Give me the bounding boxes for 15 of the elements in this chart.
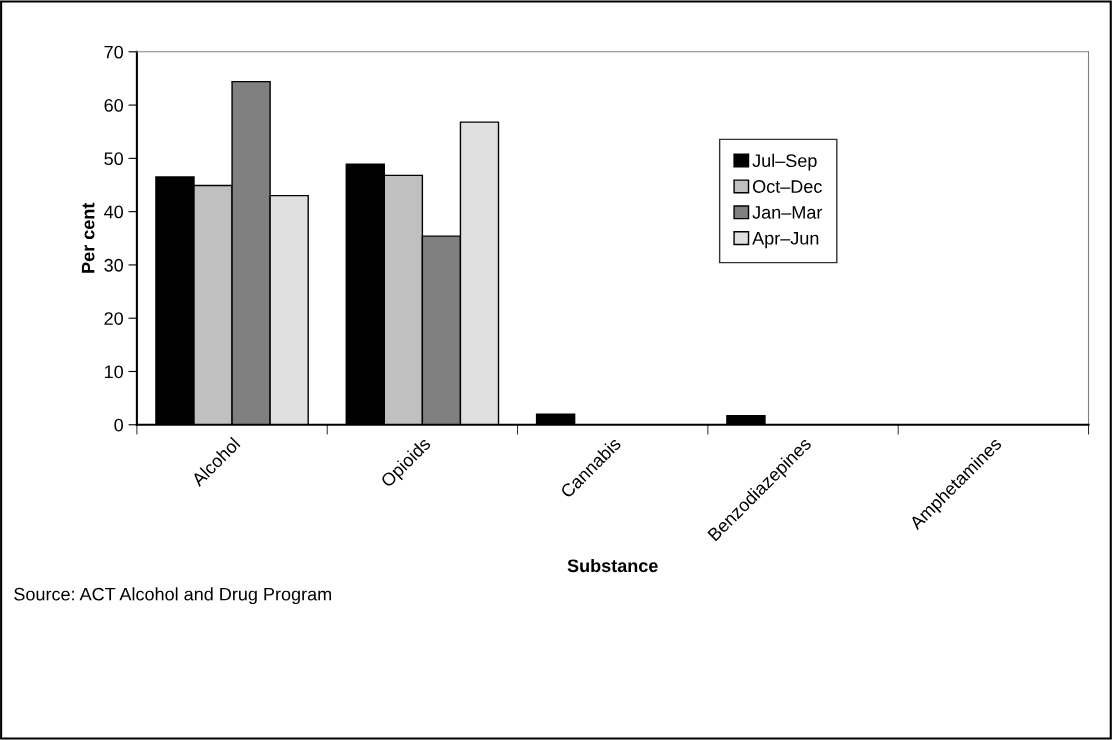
- legend-label: Jan–Mar: [752, 206, 823, 219]
- y-tick-label: 20: [104, 312, 123, 325]
- y-tick-label: 50: [104, 152, 123, 166]
- y-tick-label: 30: [104, 258, 123, 272]
- y-tick-label: 0: [114, 418, 123, 432]
- x-axis-title: Substance: [567, 558, 658, 573]
- legend-label: Oct–Dec: [752, 180, 822, 193]
- y-axis-title: Per cent: [81, 202, 95, 273]
- source-note: Source: ACT Alcohol and Drug Program: [14, 587, 331, 605]
- y-tick-label: 60: [104, 99, 123, 112]
- legend-label: Apr–Jun: [752, 232, 819, 249]
- legend-label: Jul–Sep: [752, 153, 817, 171]
- y-tick-label: 10: [105, 365, 123, 379]
- y-tick-label: 40: [104, 205, 123, 219]
- y-tick-label: 70: [104, 45, 123, 59]
